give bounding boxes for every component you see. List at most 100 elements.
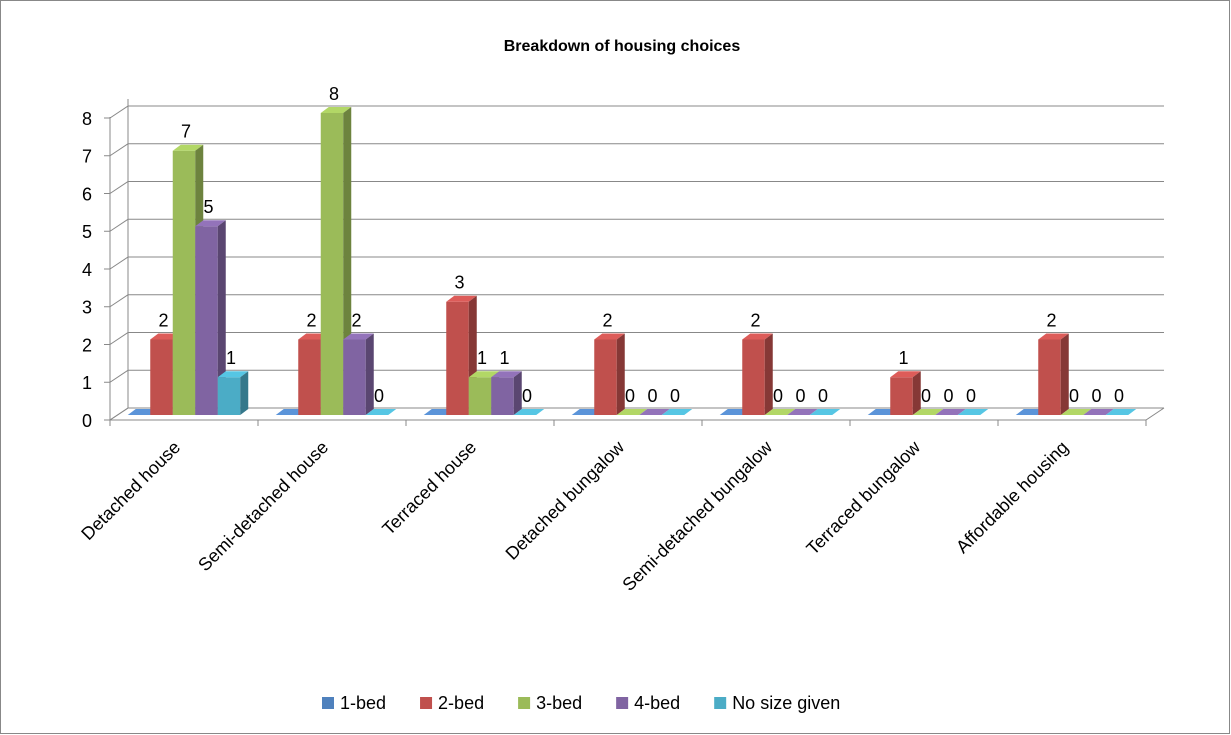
bar-top xyxy=(513,409,545,415)
bar-top xyxy=(172,144,204,151)
bar-top xyxy=(764,409,796,415)
bar-side xyxy=(616,333,625,415)
data-label: 0 xyxy=(1114,386,1124,406)
bar-front xyxy=(343,339,366,415)
bar-front xyxy=(172,150,196,415)
bar-front xyxy=(491,377,514,415)
bar xyxy=(217,371,249,415)
data-label: 0 xyxy=(773,386,783,406)
bar-top xyxy=(661,409,693,415)
bar xyxy=(491,371,522,415)
bar xyxy=(1105,409,1137,415)
grid-line xyxy=(109,218,1164,232)
bar-top xyxy=(446,295,477,302)
bar-top xyxy=(787,409,818,415)
legend-swatch xyxy=(420,697,433,709)
bar-top xyxy=(468,371,500,378)
bar-top xyxy=(616,409,648,415)
bar-top xyxy=(809,409,841,415)
bar xyxy=(1083,409,1114,415)
grid-line xyxy=(109,407,1164,421)
legend-label: 3-bed xyxy=(536,693,582,713)
bar-top xyxy=(957,409,989,415)
data-label: 1 xyxy=(898,348,908,368)
bar-top xyxy=(1060,409,1092,415)
bar xyxy=(343,333,374,415)
bar-side xyxy=(240,371,249,415)
grid-line xyxy=(109,256,1164,270)
bar xyxy=(616,409,648,415)
data-label: 0 xyxy=(1069,386,1079,406)
bar xyxy=(513,409,545,415)
y-tick-label: 0 xyxy=(82,411,92,431)
data-label: 2 xyxy=(306,310,316,330)
legend-label: 1-bed xyxy=(340,693,386,713)
bar-side xyxy=(365,333,374,415)
data-label: 1 xyxy=(499,348,509,368)
bar-top xyxy=(1083,409,1114,415)
bar xyxy=(809,409,841,415)
bar xyxy=(639,409,670,415)
bar xyxy=(957,409,989,415)
bar-top xyxy=(1105,409,1137,415)
data-label: 0 xyxy=(921,386,931,406)
data-label: 5 xyxy=(203,197,213,217)
data-label: 1 xyxy=(226,348,236,368)
bar-top xyxy=(1038,333,1069,340)
grid-line xyxy=(109,294,1164,308)
legend-label: 4-bed xyxy=(634,693,680,713)
data-label: 2 xyxy=(158,310,168,330)
bar-side xyxy=(513,371,522,415)
y-tick-label: 1 xyxy=(82,373,92,393)
bar-side xyxy=(764,333,773,415)
bar-front xyxy=(742,339,765,415)
data-label: 0 xyxy=(522,386,532,406)
bar-top xyxy=(343,333,374,340)
legend-label: 2-bed xyxy=(438,693,484,713)
legend-swatch xyxy=(518,697,531,709)
bar xyxy=(935,409,966,415)
legend-swatch xyxy=(322,697,334,709)
data-label: 0 xyxy=(818,386,828,406)
data-label: 2 xyxy=(750,310,760,330)
y-tick-label: 5 xyxy=(82,222,92,242)
bar xyxy=(890,371,921,415)
bar xyxy=(1038,333,1069,415)
bar-front xyxy=(217,377,241,415)
data-label: 2 xyxy=(602,310,612,330)
bar-front xyxy=(1038,339,1061,415)
bar-top xyxy=(742,333,773,340)
bar-top xyxy=(890,371,921,378)
y-tick-label: 4 xyxy=(82,260,92,280)
data-label: 2 xyxy=(1046,310,1056,330)
grid-line xyxy=(109,332,1164,345)
bar xyxy=(742,333,773,415)
bar-top xyxy=(320,107,352,113)
grid-line xyxy=(109,369,1164,383)
bar xyxy=(787,409,818,415)
bar-top xyxy=(491,371,522,378)
bar xyxy=(912,409,944,415)
legend-swatch xyxy=(616,697,629,709)
y-tick-label: 3 xyxy=(82,298,92,318)
bar-side xyxy=(217,220,226,415)
data-label: 0 xyxy=(1091,386,1101,406)
bar xyxy=(594,333,625,415)
data-label: 0 xyxy=(943,386,953,406)
grid-line xyxy=(109,143,1164,157)
y-tick-label: 7 xyxy=(82,147,92,167)
data-label: 0 xyxy=(647,386,657,406)
data-label: 7 xyxy=(181,122,191,142)
data-label: 0 xyxy=(670,386,680,406)
bar xyxy=(1060,409,1092,415)
chart-title: Breakdown of housing choices xyxy=(504,38,741,55)
grid-line xyxy=(109,181,1164,194)
bar-top xyxy=(365,409,397,415)
bar-top xyxy=(912,409,944,415)
bar xyxy=(764,409,796,415)
grid-line xyxy=(109,105,1164,119)
bar-front xyxy=(320,113,344,415)
data-label: 2 xyxy=(351,310,361,330)
data-label: 1 xyxy=(477,348,487,368)
